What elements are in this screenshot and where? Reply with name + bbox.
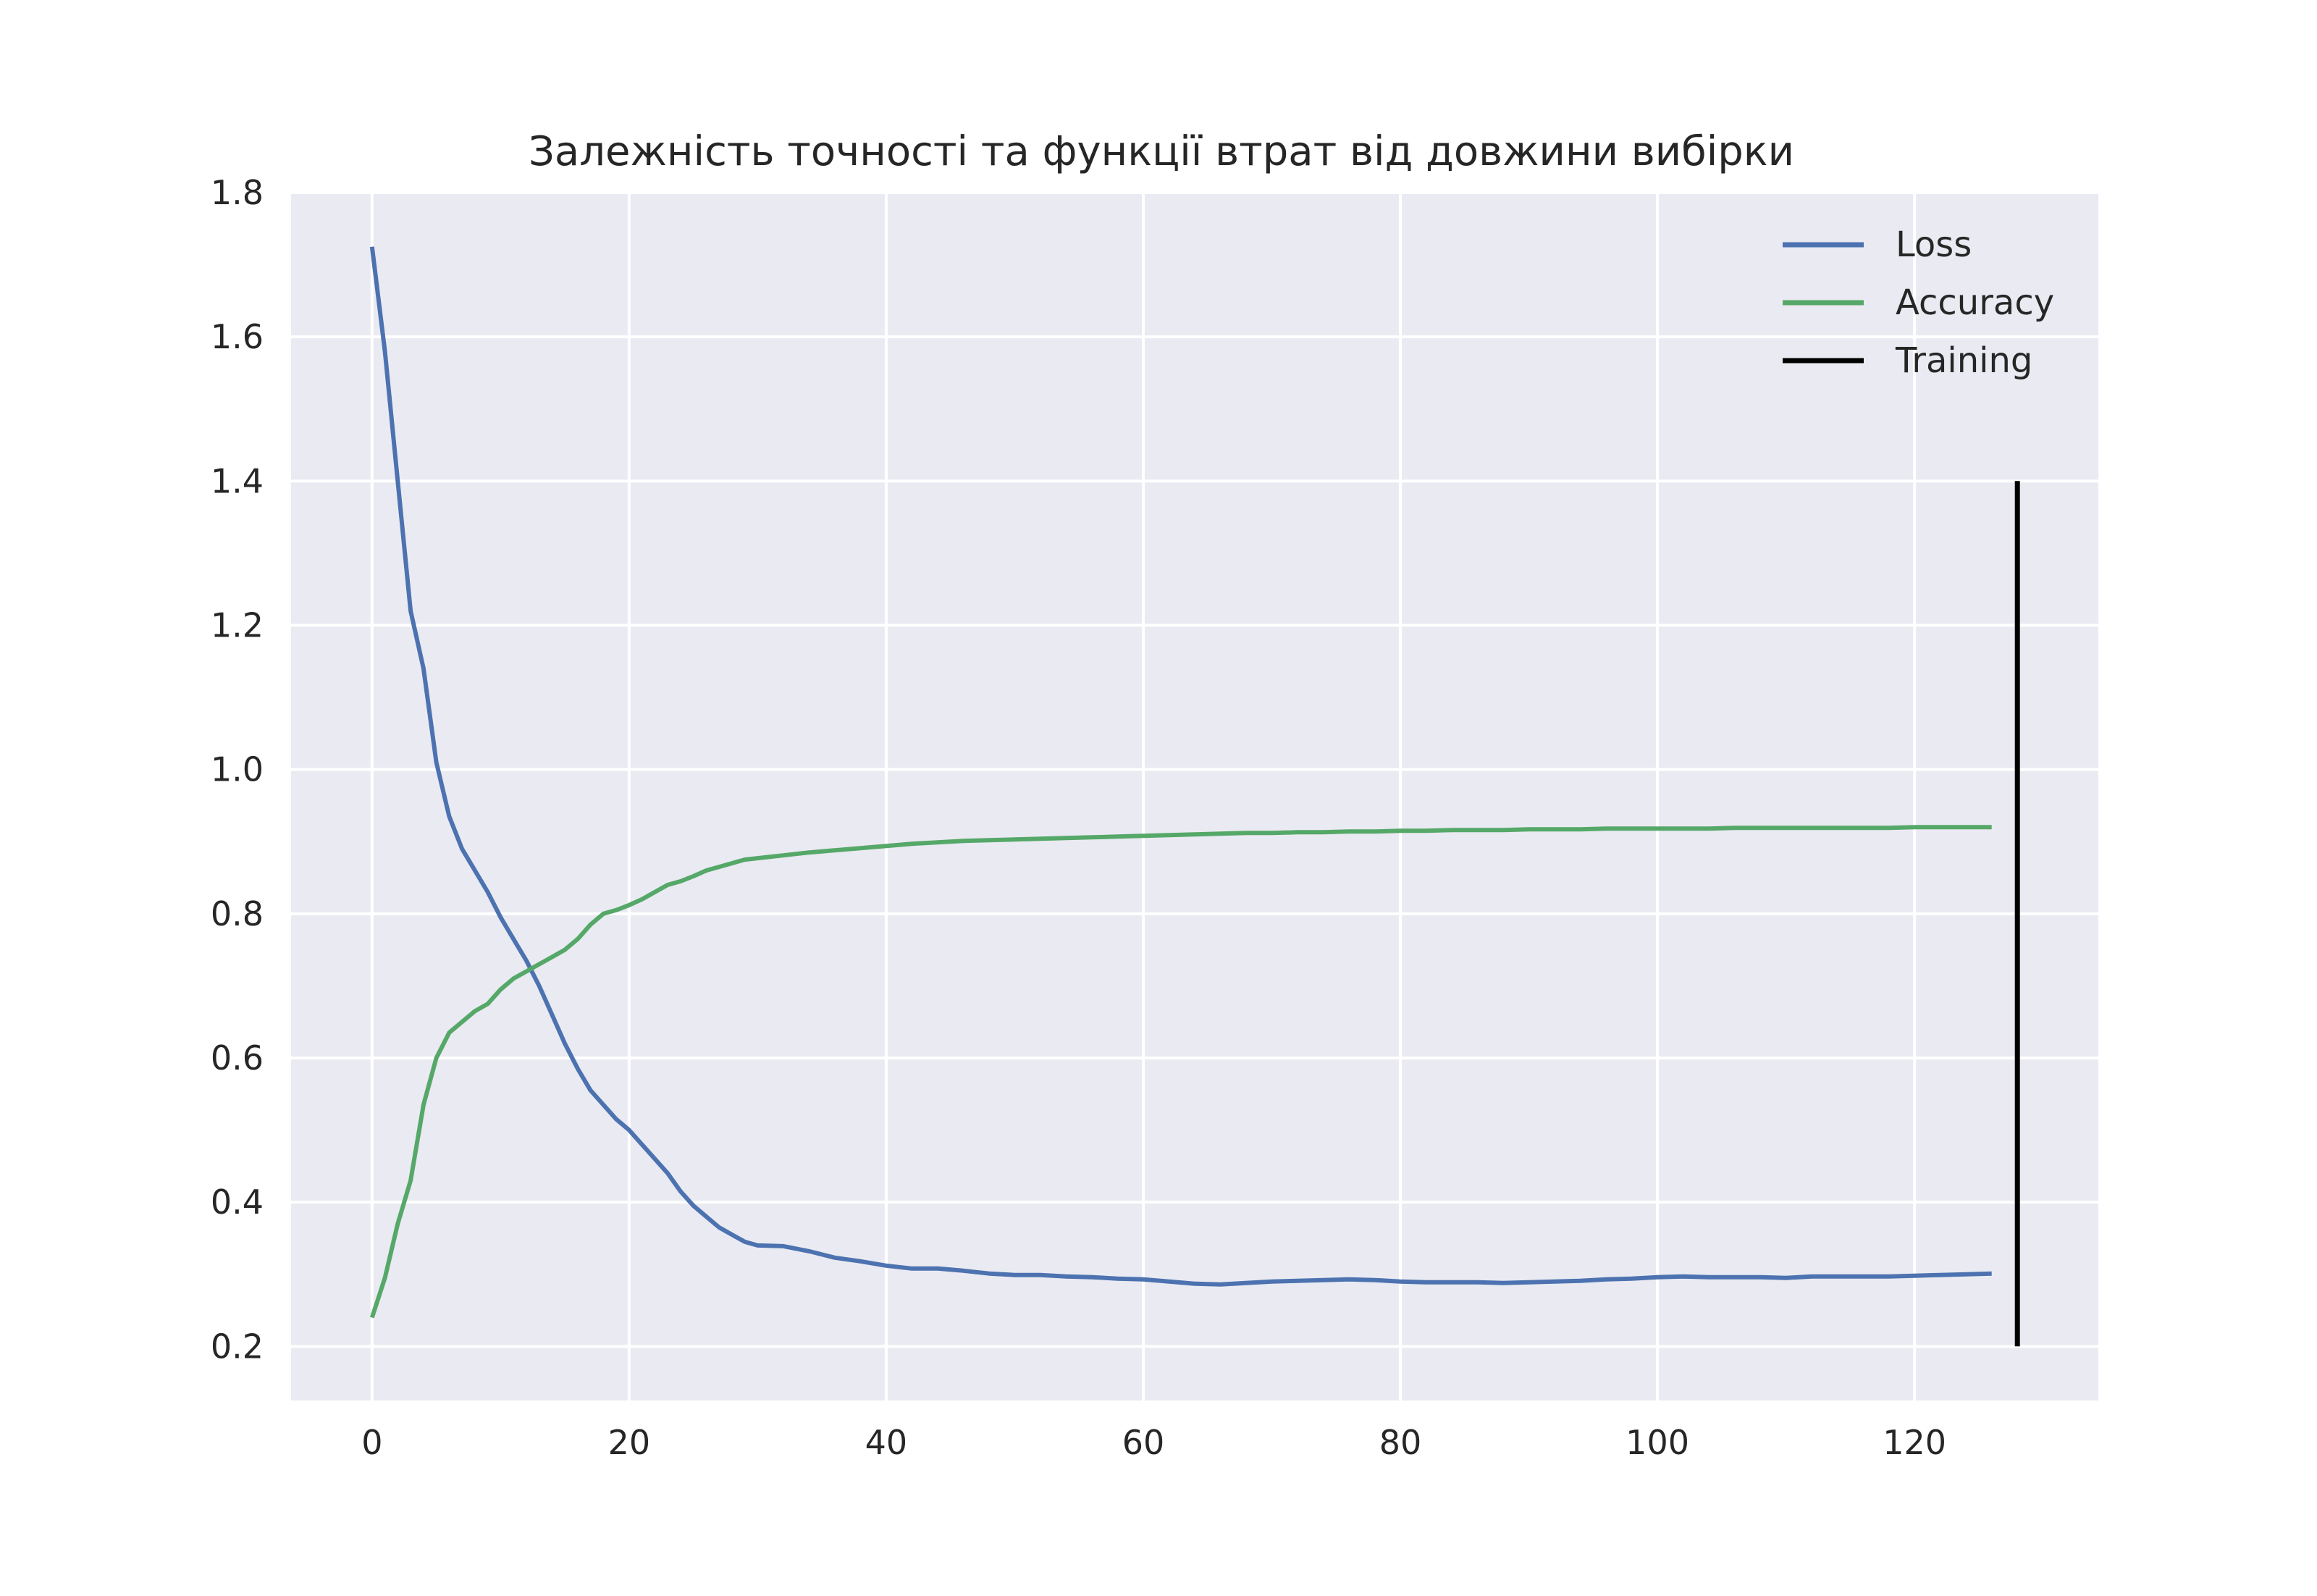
grid-lines bbox=[291, 191, 2098, 1400]
x-tick-label: 20 bbox=[608, 1423, 651, 1462]
y-tick-label: 1.8 bbox=[211, 173, 264, 212]
legend-label-loss: Loss bbox=[1896, 224, 1972, 265]
series-lines bbox=[369, 246, 2020, 1347]
x-tick-label: 0 bbox=[361, 1423, 382, 1462]
x-tick-label: 80 bbox=[1379, 1423, 1422, 1462]
y-tick-label: 1.4 bbox=[211, 461, 264, 500]
x-tick-label: 100 bbox=[1626, 1423, 1689, 1462]
plot-area bbox=[291, 193, 2098, 1400]
y-tick-label: 0.6 bbox=[211, 1038, 264, 1078]
y-tick-label: 0.8 bbox=[211, 894, 264, 933]
chart-title: Залежність точності та функції втрат від… bbox=[529, 128, 1794, 175]
y-tick-label: 0.2 bbox=[211, 1327, 264, 1366]
y-tick-label: 1.0 bbox=[211, 750, 264, 789]
y-tick-label: 0.4 bbox=[211, 1183, 264, 1222]
y-tick-label: 1.2 bbox=[211, 605, 264, 644]
series-line-loss bbox=[369, 246, 1992, 1287]
tick-labels: 0 20 40 60 80 100 120 0.2 0.4 0.6 0.8 1.0 1.2 1.4 1.6 1… bbox=[211, 173, 1946, 1462]
legend-label-training: Training bbox=[1895, 340, 2032, 381]
legend-label-accuracy: Accuracy bbox=[1896, 282, 2054, 323]
legend: Loss Accuracy Training bbox=[1783, 224, 2054, 381]
series-line-accuracy bbox=[369, 825, 1992, 1319]
x-tick-label: 120 bbox=[1883, 1423, 1946, 1462]
y-tick-label: 1.6 bbox=[211, 317, 264, 356]
x-tick-label: 40 bbox=[865, 1423, 908, 1462]
x-tick-label: 60 bbox=[1122, 1423, 1165, 1462]
